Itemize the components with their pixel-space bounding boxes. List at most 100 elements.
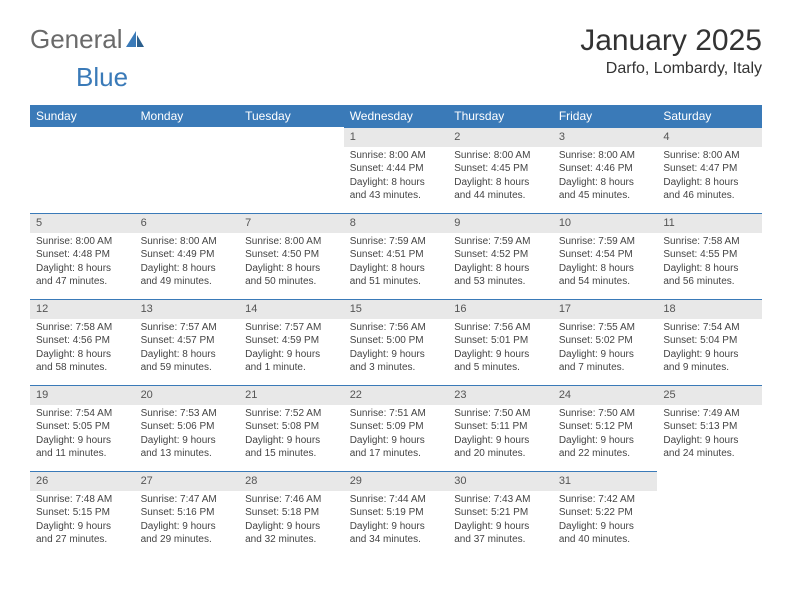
sunrise-text: Sunrise: 7:49 AM: [663, 407, 756, 421]
day-details: Sunrise: 7:54 AMSunset: 5:05 PMDaylight:…: [30, 405, 135, 465]
daylight-text: Daylight: 8 hours and 49 minutes.: [141, 262, 234, 289]
daylight-text: Daylight: 8 hours and 59 minutes.: [141, 348, 234, 375]
sunset-text: Sunset: 4:52 PM: [454, 248, 547, 262]
day-cell: 22Sunrise: 7:51 AMSunset: 5:09 PMDayligh…: [344, 385, 449, 471]
sunset-text: Sunset: 5:06 PM: [141, 420, 234, 434]
day-number: 29: [344, 471, 449, 491]
sunset-text: Sunset: 5:22 PM: [559, 506, 652, 520]
day-cell: 7Sunrise: 8:00 AMSunset: 4:50 PMDaylight…: [239, 213, 344, 299]
sunrise-text: Sunrise: 7:50 AM: [454, 407, 547, 421]
sunrise-text: Sunrise: 7:48 AM: [36, 493, 129, 507]
day-cell: 3Sunrise: 8:00 AMSunset: 4:46 PMDaylight…: [553, 127, 658, 213]
sunrise-text: Sunrise: 8:00 AM: [559, 149, 652, 163]
day-details: Sunrise: 8:00 AMSunset: 4:44 PMDaylight:…: [344, 147, 449, 207]
day-details: Sunrise: 7:48 AMSunset: 5:15 PMDaylight:…: [30, 491, 135, 551]
day-number: 22: [344, 385, 449, 405]
daylight-text: Daylight: 8 hours and 56 minutes.: [663, 262, 756, 289]
daylight-text: Daylight: 9 hours and 17 minutes.: [350, 434, 443, 461]
day-cell: 16Sunrise: 7:56 AMSunset: 5:01 PMDayligh…: [448, 299, 553, 385]
day-number: 10: [553, 213, 658, 233]
sunset-text: Sunset: 4:48 PM: [36, 248, 129, 262]
daylight-text: Daylight: 9 hours and 11 minutes.: [36, 434, 129, 461]
daylight-text: Daylight: 8 hours and 53 minutes.: [454, 262, 547, 289]
day-details: Sunrise: 7:42 AMSunset: 5:22 PMDaylight:…: [553, 491, 658, 551]
sunrise-text: Sunrise: 7:54 AM: [663, 321, 756, 335]
sunrise-text: Sunrise: 8:00 AM: [245, 235, 338, 249]
daylight-text: Daylight: 9 hours and 15 minutes.: [245, 434, 338, 461]
day-cell: 13Sunrise: 7:57 AMSunset: 4:57 PMDayligh…: [135, 299, 240, 385]
weekday-monday: Monday: [135, 105, 240, 127]
day-cell: 25Sunrise: 7:49 AMSunset: 5:13 PMDayligh…: [657, 385, 762, 471]
day-cell: 27Sunrise: 7:47 AMSunset: 5:16 PMDayligh…: [135, 471, 240, 557]
sunset-text: Sunset: 5:18 PM: [245, 506, 338, 520]
daylight-text: Daylight: 8 hours and 51 minutes.: [350, 262, 443, 289]
week-row: 12Sunrise: 7:58 AMSunset: 4:56 PMDayligh…: [30, 299, 762, 385]
sunrise-text: Sunrise: 7:58 AM: [663, 235, 756, 249]
day-details: Sunrise: 7:58 AMSunset: 4:56 PMDaylight:…: [30, 319, 135, 379]
daylight-text: Daylight: 9 hours and 29 minutes.: [141, 520, 234, 547]
day-details: Sunrise: 7:59 AMSunset: 4:52 PMDaylight:…: [448, 233, 553, 293]
day-cell: 4Sunrise: 8:00 AMSunset: 4:47 PMDaylight…: [657, 127, 762, 213]
sunset-text: Sunset: 5:11 PM: [454, 420, 547, 434]
day-number: 13: [135, 299, 240, 319]
day-cell: 12Sunrise: 7:58 AMSunset: 4:56 PMDayligh…: [30, 299, 135, 385]
weekday-friday: Friday: [553, 105, 658, 127]
sunrise-text: Sunrise: 7:43 AM: [454, 493, 547, 507]
sunset-text: Sunset: 4:46 PM: [559, 162, 652, 176]
sunset-text: Sunset: 5:15 PM: [36, 506, 129, 520]
daylight-text: Daylight: 8 hours and 46 minutes.: [663, 176, 756, 203]
day-details: Sunrise: 7:59 AMSunset: 4:51 PMDaylight:…: [344, 233, 449, 293]
sunset-text: Sunset: 4:45 PM: [454, 162, 547, 176]
day-cell: 8Sunrise: 7:59 AMSunset: 4:51 PMDaylight…: [344, 213, 449, 299]
day-number: 8: [344, 213, 449, 233]
day-number: 14: [239, 299, 344, 319]
sunrise-text: Sunrise: 7:47 AM: [141, 493, 234, 507]
day-number: 31: [553, 471, 658, 491]
week-row: 5Sunrise: 8:00 AMSunset: 4:48 PMDaylight…: [30, 213, 762, 299]
day-details: Sunrise: 7:56 AMSunset: 5:00 PMDaylight:…: [344, 319, 449, 379]
sunset-text: Sunset: 5:12 PM: [559, 420, 652, 434]
weekday-tuesday: Tuesday: [239, 105, 344, 127]
day-number: 20: [135, 385, 240, 405]
day-cell: 14Sunrise: 7:57 AMSunset: 4:59 PMDayligh…: [239, 299, 344, 385]
daylight-text: Daylight: 9 hours and 1 minute.: [245, 348, 338, 375]
sunrise-text: Sunrise: 7:58 AM: [36, 321, 129, 335]
day-number: 9: [448, 213, 553, 233]
daylight-text: Daylight: 9 hours and 9 minutes.: [663, 348, 756, 375]
sunrise-text: Sunrise: 7:56 AM: [454, 321, 547, 335]
day-cell: 15Sunrise: 7:56 AMSunset: 5:00 PMDayligh…: [344, 299, 449, 385]
day-cell: 20Sunrise: 7:53 AMSunset: 5:06 PMDayligh…: [135, 385, 240, 471]
calendar-table: Sunday Monday Tuesday Wednesday Thursday…: [30, 105, 762, 557]
sunset-text: Sunset: 4:50 PM: [245, 248, 338, 262]
day-cell: [30, 127, 135, 213]
day-details: Sunrise: 7:56 AMSunset: 5:01 PMDaylight:…: [448, 319, 553, 379]
sunrise-text: Sunrise: 8:00 AM: [141, 235, 234, 249]
daylight-text: Daylight: 9 hours and 7 minutes.: [559, 348, 652, 375]
daylight-text: Daylight: 8 hours and 54 minutes.: [559, 262, 652, 289]
sunset-text: Sunset: 4:44 PM: [350, 162, 443, 176]
sunrise-text: Sunrise: 7:42 AM: [559, 493, 652, 507]
day-number: 24: [553, 385, 658, 405]
day-details: Sunrise: 8:00 AMSunset: 4:49 PMDaylight:…: [135, 233, 240, 293]
day-details: Sunrise: 7:55 AMSunset: 5:02 PMDaylight:…: [553, 319, 658, 379]
sunset-text: Sunset: 5:19 PM: [350, 506, 443, 520]
logo-general: General: [30, 24, 123, 55]
sunset-text: Sunset: 5:16 PM: [141, 506, 234, 520]
day-details: Sunrise: 7:51 AMSunset: 5:09 PMDaylight:…: [344, 405, 449, 465]
daylight-text: Daylight: 9 hours and 40 minutes.: [559, 520, 652, 547]
day-details: Sunrise: 7:53 AMSunset: 5:06 PMDaylight:…: [135, 405, 240, 465]
daylight-text: Daylight: 8 hours and 45 minutes.: [559, 176, 652, 203]
day-cell: 1Sunrise: 8:00 AMSunset: 4:44 PMDaylight…: [344, 127, 449, 213]
daylight-text: Daylight: 8 hours and 44 minutes.: [454, 176, 547, 203]
sunrise-text: Sunrise: 7:59 AM: [559, 235, 652, 249]
sunset-text: Sunset: 4:54 PM: [559, 248, 652, 262]
day-cell: 18Sunrise: 7:54 AMSunset: 5:04 PMDayligh…: [657, 299, 762, 385]
sunrise-text: Sunrise: 7:44 AM: [350, 493, 443, 507]
daylight-text: Daylight: 8 hours and 47 minutes.: [36, 262, 129, 289]
daylight-text: Daylight: 9 hours and 32 minutes.: [245, 520, 338, 547]
month-title: January 2025: [580, 24, 762, 58]
daylight-text: Daylight: 9 hours and 37 minutes.: [454, 520, 547, 547]
day-number: 12: [30, 299, 135, 319]
weekday-saturday: Saturday: [657, 105, 762, 127]
day-cell: 30Sunrise: 7:43 AMSunset: 5:21 PMDayligh…: [448, 471, 553, 557]
